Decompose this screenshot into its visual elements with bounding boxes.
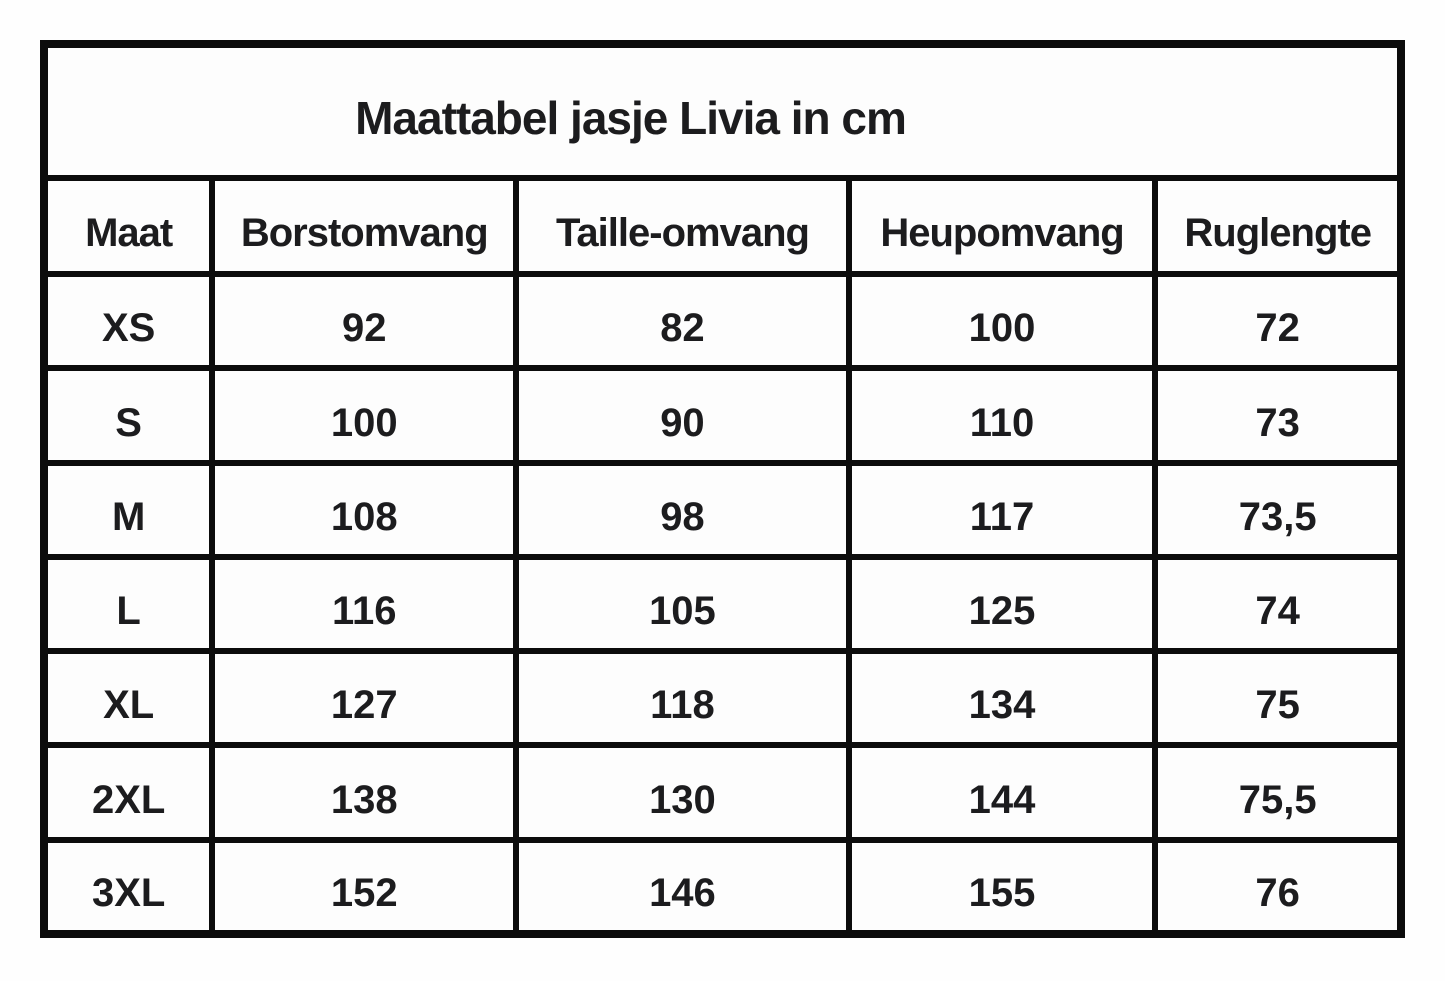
measurement-value-cell: 92 (209, 270, 520, 372)
measurement-value-cell: 74 (1152, 553, 1404, 655)
table-row: S 100 90 110 73 (40, 365, 1404, 466)
measurement-value-cell: 72 (1152, 270, 1404, 372)
title-row: Maattabel jasje Livia in cm (41, 41, 1404, 181)
measurement-value-cell: 90 (513, 365, 852, 466)
measurement-value-cell: 127 (209, 648, 520, 749)
table-row: M 108 98 117 73,5 (40, 459, 1404, 560)
size-label-cell: L (40, 553, 216, 655)
measurement-value-cell: 98 (513, 459, 852, 560)
size-table: Maattabel jasje Livia in cm Maat Borstomv… (40, 40, 1405, 938)
measurement-value-cell: 155 (845, 836, 1159, 938)
measurement-value-cell: 117 (845, 459, 1159, 560)
header-row: Maat Borstomvang Taille-omvang Heupomvang Ru… (40, 175, 1404, 277)
measurement-value-cell: 130 (513, 742, 852, 843)
table-row: 3XL 152 146 155 76 (40, 836, 1404, 938)
measurement-value-cell: 100 (209, 365, 520, 466)
size-label-cell: 2XL (40, 742, 216, 843)
measurement-value-cell: 75 (1152, 648, 1404, 749)
measurement-value-cell: 108 (209, 459, 520, 560)
size-label-cell: S (40, 365, 216, 466)
measurement-value-cell: 73 (1152, 365, 1404, 466)
column-header-taille-omvang: Taille-omvang (513, 175, 852, 277)
size-label-cell: XS (40, 270, 216, 372)
measurement-value-cell: 110 (845, 365, 1159, 466)
measurement-value-cell: 125 (845, 553, 1159, 655)
table-row: XL 127 118 134 75 (40, 648, 1404, 749)
measurement-value-cell: 82 (513, 270, 852, 372)
measurement-value-cell: 144 (845, 742, 1159, 843)
measurement-value-cell: 76 (1152, 836, 1404, 938)
measurement-value-cell: 134 (845, 648, 1159, 749)
size-label-cell: XL (40, 648, 216, 749)
table-body: XS 92 82 100 72 S 100 90 110 73 M 108 98 117 73,5 L 116 1… (40, 270, 1404, 938)
table-title: Maattabel jasje Livia in cm (41, 41, 1404, 181)
size-label-cell: M (40, 459, 216, 560)
measurement-value-cell: 100 (845, 270, 1159, 372)
measurement-value-cell: 118 (513, 648, 852, 749)
measurement-value-cell: 138 (209, 742, 520, 843)
size-label-cell: 3XL (40, 836, 216, 938)
column-header-ruglengte: Ruglengte (1152, 175, 1404, 277)
measurement-value-cell: 75,5 (1152, 742, 1404, 843)
measurement-value-cell: 152 (209, 836, 520, 938)
measurement-value-cell: 146 (513, 836, 852, 938)
table-row: XS 92 82 100 72 (40, 270, 1404, 372)
table-row: L 116 105 125 74 (40, 553, 1404, 655)
column-header-heupomvang: Heupomvang (845, 175, 1159, 277)
column-header-borstomvang: Borstomvang (209, 175, 520, 277)
table-row: 2XL 138 130 144 75,5 (40, 742, 1404, 843)
measurement-value-cell: 73,5 (1152, 459, 1404, 560)
measurement-value-cell: 105 (513, 553, 852, 655)
measurement-value-cell: 116 (209, 553, 520, 655)
column-header-maat: Maat (40, 175, 216, 277)
